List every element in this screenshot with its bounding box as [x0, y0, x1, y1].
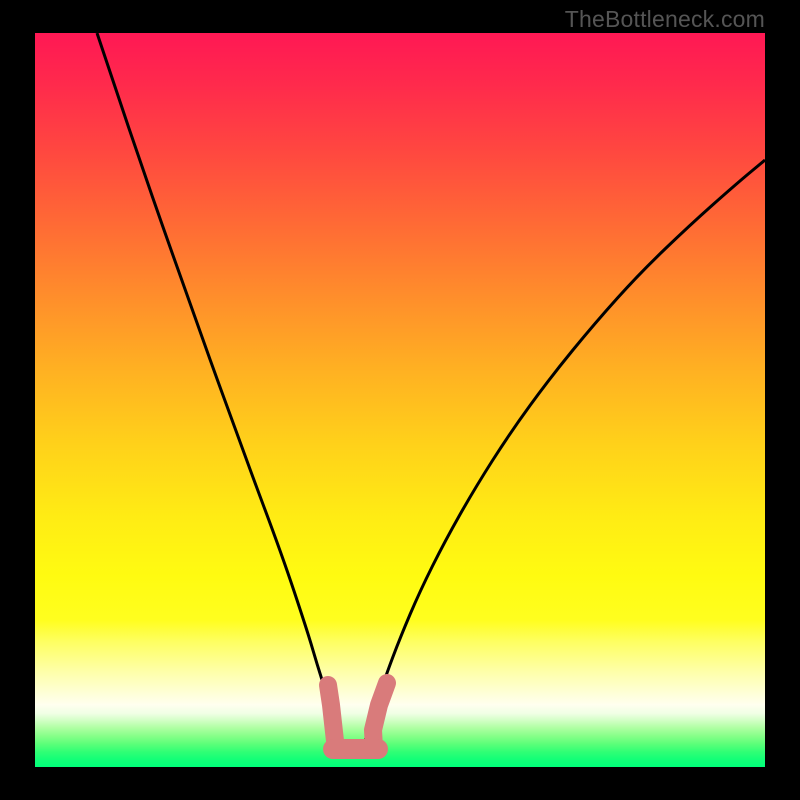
marker-left — [328, 685, 335, 741]
plot-svg — [35, 33, 765, 767]
chart-canvas: TheBottleneck.com — [0, 0, 800, 800]
gradient-background — [35, 33, 765, 767]
watermark-text: TheBottleneck.com — [565, 6, 765, 33]
plot-area — [35, 33, 765, 767]
